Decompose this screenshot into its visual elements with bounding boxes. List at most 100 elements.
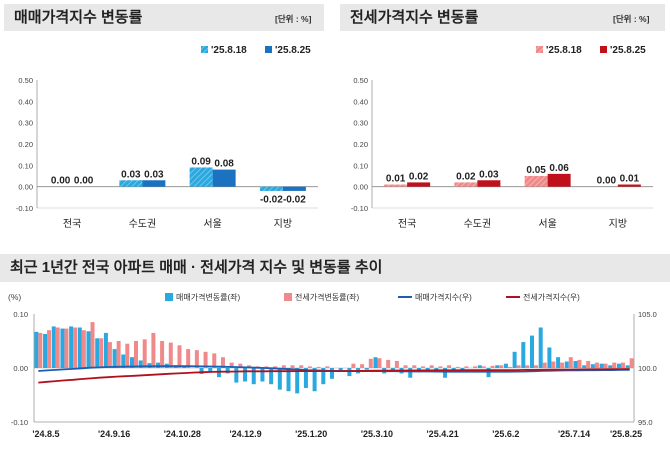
sale-rate-bar [156,362,161,368]
sale-data-label: 0.03 [121,169,141,180]
jeonse-rate-bar [177,345,182,368]
jeonse-rate-bar [38,332,43,368]
jeonse-rate-bar [151,332,156,368]
jeonse-bar [617,184,641,187]
sale-rate-bar [260,368,265,382]
jeonse-bar [454,182,478,187]
jeonse-rate-bar [586,360,591,368]
jeonse-rate-bar [447,365,452,368]
jeonse-rate-bar [542,362,547,368]
sale-rate-bar [390,368,395,371]
jeonse-rate-bar [186,349,191,368]
sale-unit-label: [단위 : %] [275,14,312,24]
sale-rate-bar [582,365,587,368]
trend-legend-label: 매매가격변동률(좌) [176,292,241,302]
sale-rate-bar [286,368,291,392]
sale-rate-bar [495,365,500,368]
sale-bar [189,167,213,187]
trend-chart: (%) 0.10 0.00 -0.10 105.0 100.0 95.0 '24.8.5 '24… [8,292,657,439]
sale-category-label: 지방 [274,218,292,230]
jeonse-rate-bar [394,360,399,368]
jeonse-rate-bar [229,362,234,368]
sale-rate-bar [182,366,187,368]
trend-left-tick: 0.10 [13,310,28,319]
sale-data-label: 0.00 [51,176,71,187]
sale-legend-label: '25.8.25 [275,45,311,56]
sale-rate-chart: 0.50 0.40 0.30 0.20 0.10 0.00 -0.10 '25.8.18 '25… [16,45,318,230]
sale-rate-bar [77,327,82,368]
jeonse-rate-bar [47,330,52,368]
sale-ytick-label: 0.50 [18,76,33,85]
sale-rate-bar [121,354,126,368]
sale-rate-bar [69,326,74,368]
jeonse-bar [477,180,501,187]
jeonse-rate-bar [473,366,478,368]
jeonse-rate-bar [507,366,512,368]
sale-rate-bar [538,327,543,368]
sale-rate-bar [234,368,239,383]
trend-x-tick: '25.4.21 [427,429,459,439]
sale-ytick-label: -0.10 [16,204,33,213]
sale-legend-label: '25.8.18 [211,45,247,56]
jeonse-rate-bar [464,366,469,368]
jeonse-ytick-label: 0.10 [353,161,368,170]
sale-rate-bar [312,368,317,392]
trend-x-tick: '24.9.16 [98,429,130,439]
sale-category-label: 수도권 [129,218,157,230]
sale-rate-bar [616,363,621,368]
jeonse-rate-bar [220,357,225,368]
jeonse-rate-bar [412,365,417,368]
trend-x-tick: '25.7.14 [558,429,590,439]
trend-x-tick: '24.8.5 [32,429,59,439]
jeonse-rate-bar [160,341,165,368]
jeonse-rate-bar [273,366,278,368]
sale-rate-bar [408,368,413,378]
trend-left-tick: -0.10 [11,418,28,427]
trend-x-tick: '24.12.9 [229,429,261,439]
sale-rate-bar [547,347,552,368]
sale-rate-bar [43,333,48,368]
jeonse-category-label: 전국 [398,218,416,230]
jeonse-rate-bar [299,365,304,368]
jeonse-rate-bar [325,366,330,368]
sale-rate-bar [295,368,300,394]
jeonse-rate-bar [603,363,608,368]
sale-category-label: 서울 [203,218,221,230]
jeonse-rate-bar [212,353,217,368]
sale-rate-bar [364,368,369,370]
trend-legend-label: 전세가격변동률(좌) [295,292,360,302]
sale-panel-title: 매매가격지수 변동률 [4,4,324,31]
jeonse-rate-bar [499,365,504,368]
jeonse-rate-bar [64,328,69,368]
jeonse-rate-bar [194,350,199,368]
trend-right-tick: 105.0 [638,310,657,319]
jeonse-ytick-label: 0.50 [353,76,368,85]
jeonse-unit-label: [단위 : %] [613,14,650,24]
sale-rate-bar [573,360,578,368]
trend-left-unit: (%) [8,292,21,302]
sale-bar [212,169,236,187]
sale-rate-bar [199,368,204,374]
sale-rate-bar [86,331,91,368]
sale-rate-bar [556,357,561,368]
trend-x-tick: '25.3.10 [361,429,393,439]
sale-legend-swatch [265,46,272,53]
jeonse-category-label: 수도권 [464,218,492,230]
sale-ytick-label: 0.40 [18,97,33,106]
jeonse-ytick-label: -0.10 [351,204,368,213]
trend-x-tick: '25.8.25 [610,429,642,439]
jeonse-legend-swatch [600,46,607,53]
trend-x-tick: '25.6.2 [492,429,519,439]
sale-category-label: 전국 [63,218,81,230]
trend-right-tick: 100.0 [638,364,657,373]
sale-rate-bar [269,368,274,385]
sale-rate-bar [564,361,569,368]
sale-ytick-label: 0.30 [18,119,33,128]
sale-rate-bar [112,349,117,368]
sale-ytick-label: 0.00 [18,183,33,192]
jeonse-data-label: 0.06 [549,163,569,174]
jeonse-legend-label: '25.8.25 [610,45,646,56]
sale-rate-bar [303,368,308,388]
jeonse-rate-bar [55,327,60,368]
sale-rate-bar [130,357,134,368]
